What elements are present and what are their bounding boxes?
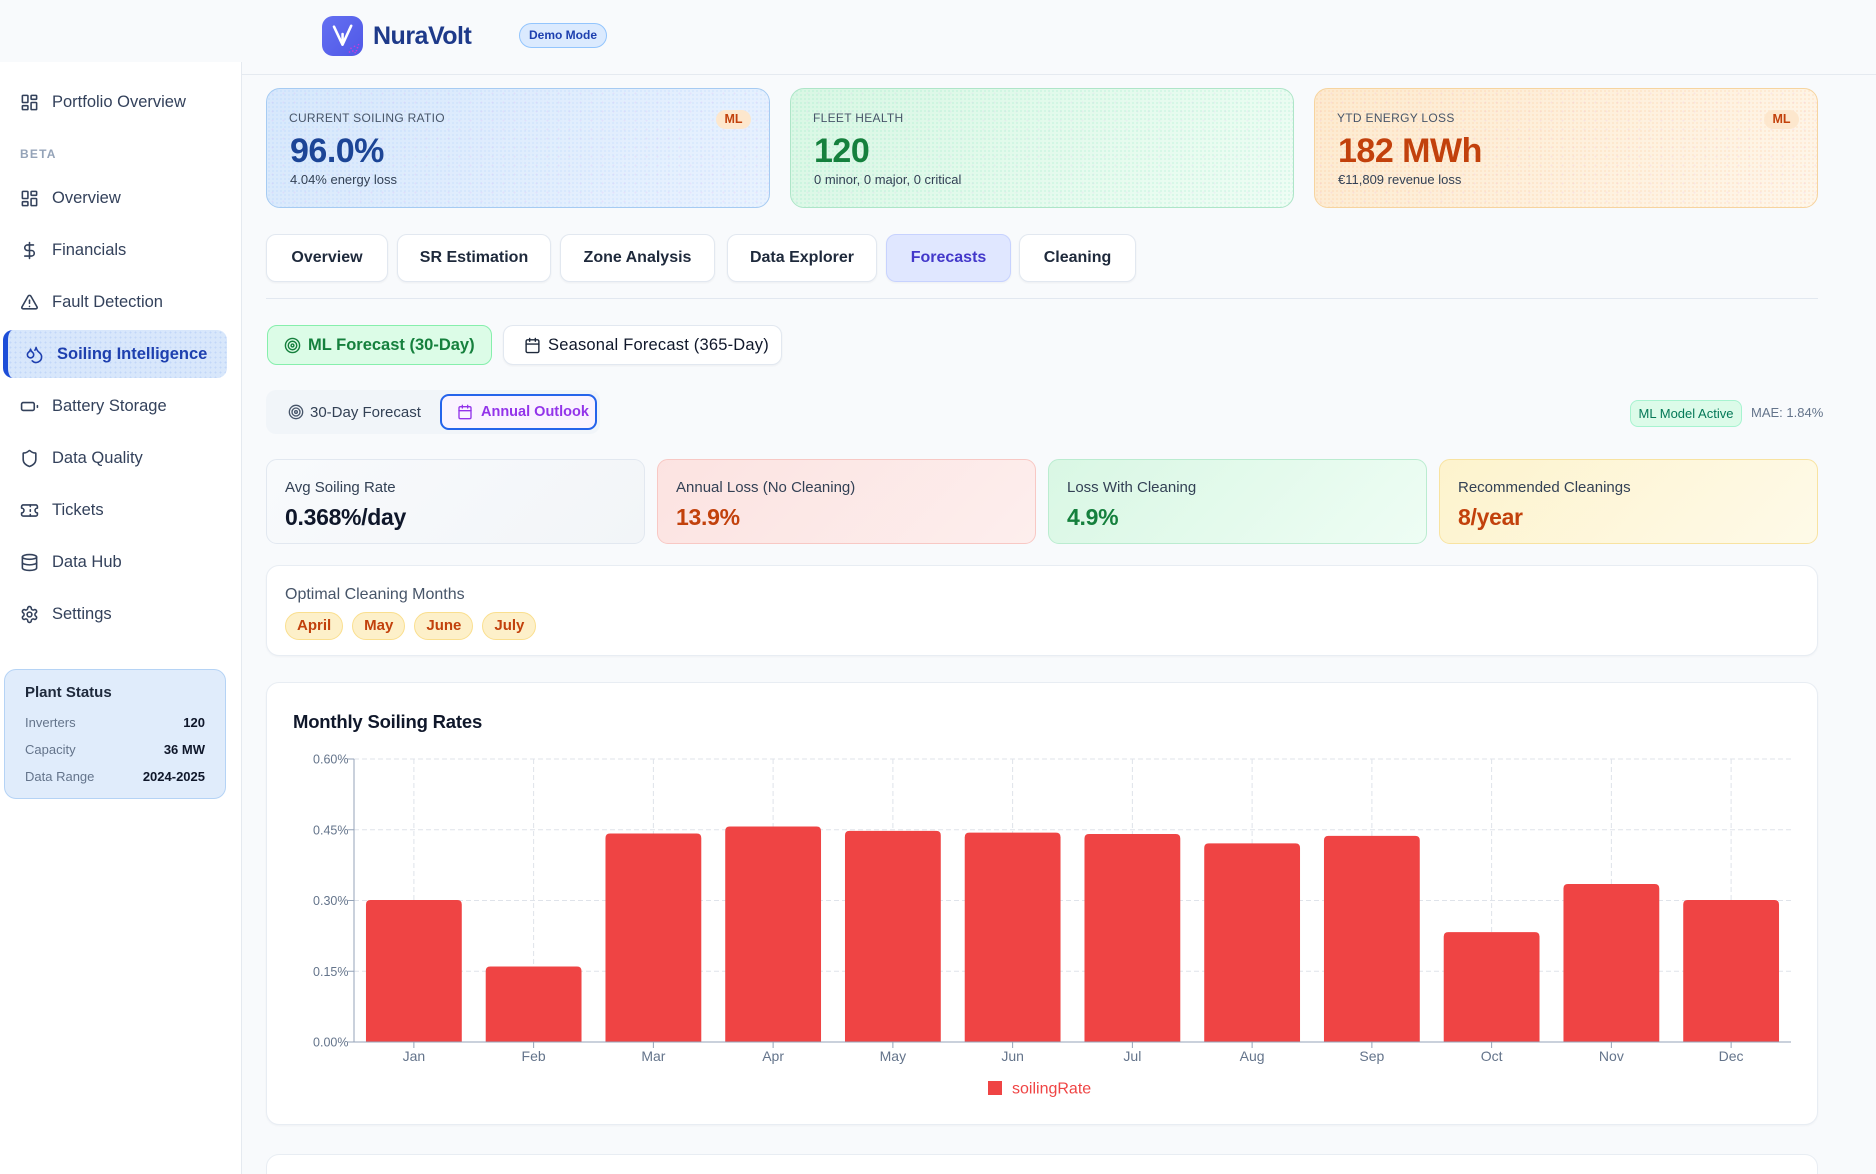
- svg-text:soilingRate: soilingRate: [1012, 1081, 1091, 1098]
- svg-text:0.15%: 0.15%: [313, 965, 348, 979]
- svg-text:0.45%: 0.45%: [313, 823, 348, 837]
- svg-text:Jan: Jan: [403, 1048, 426, 1064]
- svg-text:0.00%: 0.00%: [313, 1036, 348, 1050]
- svg-text:Jul: Jul: [1123, 1048, 1141, 1064]
- svg-text:Mar: Mar: [641, 1048, 665, 1064]
- svg-text:0.60%: 0.60%: [313, 753, 348, 767]
- svg-text:Apr: Apr: [762, 1048, 784, 1064]
- svg-text:Dec: Dec: [1719, 1048, 1744, 1064]
- svg-text:Aug: Aug: [1240, 1048, 1265, 1064]
- svg-text:May: May: [880, 1048, 906, 1064]
- svg-text:Jun: Jun: [1001, 1048, 1024, 1064]
- svg-text:Nov: Nov: [1599, 1048, 1624, 1064]
- svg-text:0.30%: 0.30%: [313, 894, 348, 908]
- svg-text:Feb: Feb: [522, 1048, 546, 1064]
- svg-text:Oct: Oct: [1481, 1048, 1503, 1064]
- svg-text:Sep: Sep: [1359, 1048, 1384, 1064]
